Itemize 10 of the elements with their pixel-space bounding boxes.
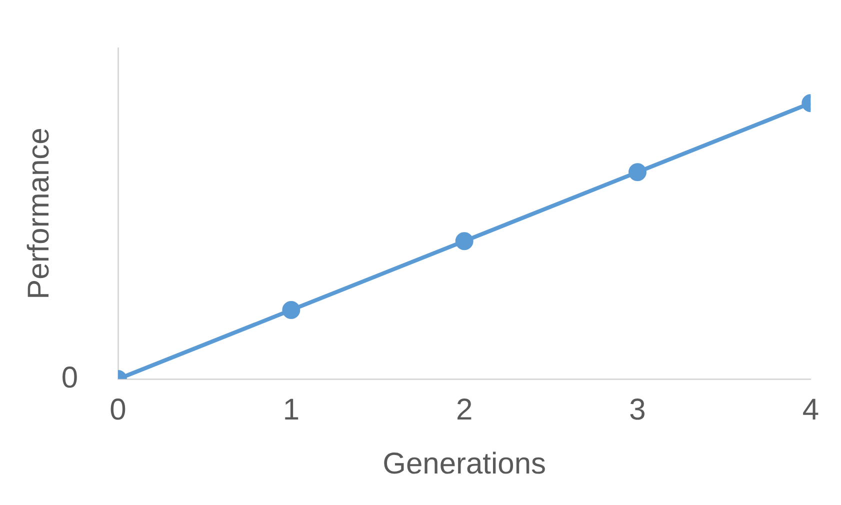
point: [282, 301, 300, 320]
text: 0: [61, 361, 78, 394]
x-tick-label: 3: [629, 393, 646, 426]
x-tick-label: 2: [456, 393, 473, 426]
y-axis-title: Performance: [22, 128, 56, 300]
x-tick-label: 0: [110, 393, 126, 426]
point: [455, 232, 474, 250]
x-tick-label: 4: [802, 393, 819, 426]
x-tick-label: 1: [282, 393, 300, 426]
x-axis-title: Generations: [382, 447, 546, 480]
